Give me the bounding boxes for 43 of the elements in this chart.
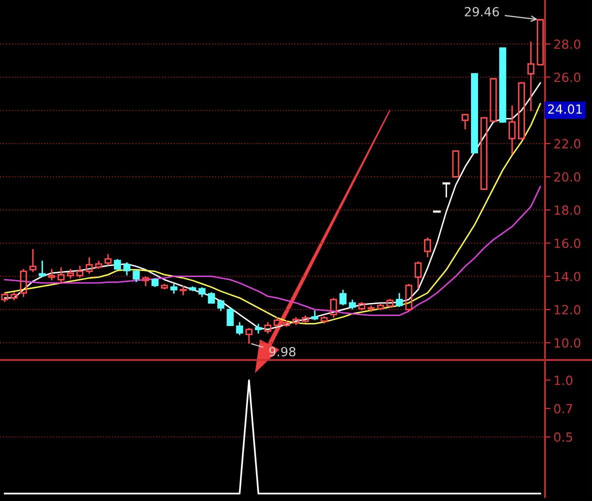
candlestick: [180, 286, 187, 296]
candlestick: [414, 262, 422, 289]
y-tick-label: 26.0: [554, 72, 580, 82]
y-tick-label: 14.0: [554, 272, 580, 282]
candlestick: [38, 260, 46, 278]
candlestick: [104, 254, 112, 266]
y-tick-label: 12.0: [554, 305, 580, 314]
candlestick: [217, 300, 224, 312]
candlestick: [58, 267, 65, 284]
candlestick: [264, 322, 272, 334]
candlestick: [508, 106, 516, 154]
candlestick: [123, 262, 130, 276]
candlestick: [283, 320, 290, 327]
candlestick: [1, 292, 8, 302]
candlestick: [29, 249, 36, 272]
candlestick: [368, 306, 375, 312]
y-tick-label: 0.7: [554, 404, 572, 414]
y-tick-label: 22.0: [554, 139, 580, 148]
y-tick-label: 0.5: [554, 432, 572, 442]
candlestick: [10, 292, 18, 300]
candlestick: [236, 322, 244, 336]
y-tick-label: 18.0: [554, 205, 580, 215]
candlestick: [170, 284, 178, 294]
y-tick-label: 10.0: [554, 338, 580, 348]
candlestick: [142, 276, 150, 286]
annotation: 24.01: [548, 104, 582, 114]
candlestick: [396, 293, 403, 307]
candlestick: [86, 257, 93, 274]
candlestick: [274, 317, 281, 327]
candlestick: [405, 284, 412, 312]
candlestick: [527, 42, 534, 112]
annotation: 29.46: [464, 6, 499, 16]
line-series: [4, 186, 541, 316]
y-tick-label: 1.0: [554, 376, 572, 386]
y-tick-label: 16.0: [554, 238, 580, 248]
candlestick: [76, 266, 84, 278]
candlestick: [254, 324, 262, 334]
candlestick: [160, 284, 168, 290]
y-tick-label: 20.0: [554, 172, 580, 182]
candlestick: [48, 269, 56, 280]
y-tick-label: 28.0: [554, 39, 580, 49]
candlestick: [330, 298, 338, 318]
candlestick: [348, 300, 356, 310]
